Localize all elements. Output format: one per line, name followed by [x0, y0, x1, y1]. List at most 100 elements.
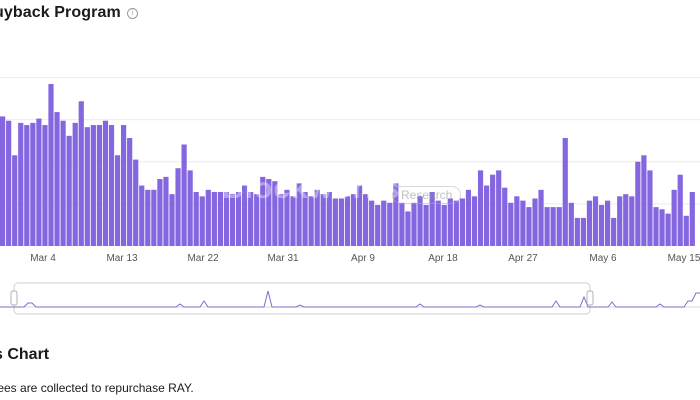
bar[interactable]: [0, 116, 6, 247]
bar[interactable]: [471, 196, 478, 246]
bar[interactable]: [302, 192, 308, 246]
bar[interactable]: [375, 204, 381, 246]
bar[interactable]: [260, 176, 266, 246]
bar[interactable]: [508, 202, 514, 246]
bar[interactable]: [266, 179, 272, 246]
bar[interactable]: [520, 200, 526, 246]
bar[interactable]: [235, 192, 242, 246]
bar[interactable]: [278, 194, 284, 246]
info-icon[interactable]: i: [126, 7, 138, 19]
bar[interactable]: [199, 196, 205, 246]
bar[interactable]: [574, 217, 580, 246]
bar[interactable]: [54, 112, 60, 246]
bar[interactable]: [90, 125, 96, 246]
navigator-left-handle[interactable]: [10, 290, 18, 306]
bar[interactable]: [671, 189, 677, 246]
bar[interactable]: [18, 122, 24, 246]
bar[interactable]: [42, 125, 48, 246]
bar[interactable]: [187, 170, 193, 246]
bar[interactable]: [332, 198, 338, 246]
bar[interactable]: [248, 192, 254, 246]
bar[interactable]: [568, 202, 574, 246]
bar[interactable]: [151, 189, 157, 246]
bar[interactable]: [447, 198, 453, 246]
bar[interactable]: [157, 179, 163, 246]
bar[interactable]: [532, 198, 538, 246]
bar[interactable]: [465, 189, 472, 246]
bar[interactable]: [423, 204, 429, 246]
bar[interactable]: [665, 213, 671, 246]
bar[interactable]: [308, 196, 314, 246]
bar[interactable]: [229, 194, 236, 246]
bar[interactable]: [356, 185, 363, 246]
bar[interactable]: [477, 170, 484, 246]
bar[interactable]: [163, 176, 169, 246]
range-navigator[interactable]: [0, 282, 700, 316]
bar[interactable]: [550, 207, 556, 246]
bar[interactable]: [417, 196, 423, 246]
bar[interactable]: [629, 196, 635, 246]
bar[interactable]: [580, 217, 586, 246]
bar[interactable]: [72, 122, 78, 246]
bar[interactable]: [562, 138, 568, 246]
bar[interactable]: [211, 192, 217, 246]
bar[interactable]: [242, 185, 248, 246]
bar[interactable]: [586, 200, 593, 246]
bar[interactable]: [338, 198, 344, 246]
bar[interactable]: [453, 200, 459, 246]
bar[interactable]: [181, 144, 187, 246]
bar[interactable]: [205, 189, 211, 246]
bar[interactable]: [611, 217, 617, 246]
bar[interactable]: [484, 185, 490, 246]
bar[interactable]: [496, 170, 502, 246]
bar[interactable]: [544, 207, 550, 246]
bar[interactable]: [387, 202, 393, 246]
bar[interactable]: [296, 183, 302, 246]
bar[interactable]: [653, 207, 659, 246]
bar[interactable]: [459, 198, 465, 246]
bar[interactable]: [641, 155, 647, 246]
navigator-right-handle[interactable]: [586, 290, 594, 306]
bar[interactable]: [393, 183, 399, 246]
bar[interactable]: [689, 192, 695, 246]
bar[interactable]: [30, 122, 36, 246]
bar[interactable]: [133, 159, 139, 246]
bar[interactable]: [526, 207, 532, 246]
bar[interactable]: [84, 127, 90, 246]
bar[interactable]: [314, 189, 320, 246]
bar[interactable]: [6, 120, 12, 246]
bar[interactable]: [48, 84, 54, 246]
bar[interactable]: [502, 187, 508, 246]
bar[interactable]: [175, 168, 181, 246]
bar[interactable]: [139, 185, 145, 246]
bar[interactable]: [36, 118, 42, 246]
bar[interactable]: [350, 194, 357, 246]
bar[interactable]: [66, 135, 72, 246]
bar[interactable]: [490, 174, 496, 246]
bar[interactable]: [344, 196, 351, 246]
bar[interactable]: [659, 209, 665, 246]
bar[interactable]: [429, 192, 435, 246]
bar[interactable]: [145, 189, 151, 246]
bar[interactable]: [363, 194, 369, 246]
bar[interactable]: [12, 155, 18, 246]
bar[interactable]: [556, 207, 562, 246]
bar[interactable]: [290, 196, 296, 246]
bar[interactable]: [108, 125, 115, 246]
bar[interactable]: [217, 192, 223, 246]
bar[interactable]: [598, 204, 605, 246]
bar[interactable]: [96, 125, 102, 246]
bar[interactable]: [272, 181, 278, 246]
bar[interactable]: [514, 196, 520, 246]
bar[interactable]: [441, 204, 447, 246]
bar[interactable]: [326, 192, 332, 246]
bar[interactable]: [102, 120, 109, 246]
bar[interactable]: [114, 155, 121, 246]
bar[interactable]: [635, 161, 641, 246]
bar[interactable]: [647, 170, 653, 246]
bar[interactable]: [223, 192, 230, 246]
bar[interactable]: [683, 215, 689, 246]
bar[interactable]: [121, 125, 127, 246]
bar[interactable]: [381, 200, 387, 246]
bar[interactable]: [399, 202, 405, 246]
